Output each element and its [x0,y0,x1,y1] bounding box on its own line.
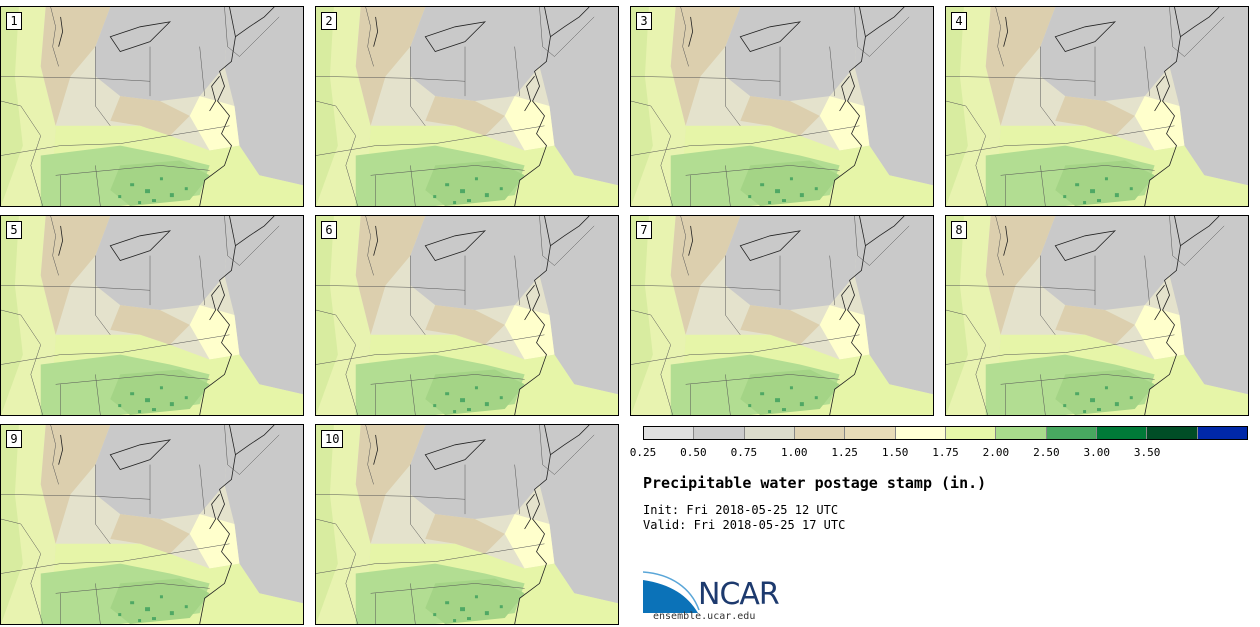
stamp-number-label: 8 [951,221,967,239]
map-image [1,7,303,206]
map-image [316,7,618,206]
colorbar-tick-label: 1.75 [932,446,959,459]
map-image [1,425,303,624]
map-image [631,216,933,415]
colorbar-tick-label: 2.00 [982,446,1010,459]
valid-time: Valid: Fri 2018-05-25 17 UTC [643,518,845,532]
stamp-number-label: 2 [321,12,337,30]
colorbar-tick-label: 3.00 [1083,446,1111,459]
init-time: Init: Fri 2018-05-25 12 UTC [643,503,838,517]
colorbar-tick-label: 1.25 [831,446,858,459]
colorbar-tick-label: 1.50 [881,446,909,459]
colorbar-tick-label: 1.00 [781,446,808,459]
ncar-logo-text: NCAR [698,577,780,612]
map-image [946,216,1248,415]
colorbar-segment-5 [845,427,896,439]
postage-stamp-map-4: 4 [945,6,1249,207]
stamp-number-label: 5 [6,221,22,239]
ncar-logo-icon [643,568,700,613]
postage-stamp-map-6: 6 [315,215,619,416]
stamp-number-label: 10 [321,430,344,448]
map-image [316,216,618,415]
map-image [316,425,618,624]
colorbar-segment-7 [945,427,997,439]
stamp-number-label: 6 [321,221,337,239]
map-image [631,7,933,206]
stamp-number-label: 3 [636,12,652,30]
postage-stamp-map-1: 1 [0,6,304,207]
colorbar [643,426,1248,440]
postage-stamp-map-3: 3 [630,6,934,207]
colorbar-segment-11 [1147,427,1198,439]
init-time-value: Fri 2018-05-25 12 UTC [686,503,839,517]
colorbar-tick-label: 0.75 [730,446,758,459]
postage-stamp-map-9: 9 [0,424,304,625]
colorbar-segment-8 [996,427,1047,439]
valid-time-value: Fri 2018-05-25 17 UTC [693,518,846,532]
colorbar-segment-2 [694,427,745,439]
colorbar-segment-10 [1096,427,1148,439]
stamp-number-label: 4 [951,12,967,30]
colorbar-tick-label: 0.25 [629,446,657,459]
site-url: ensemble.ucar.edu [653,611,756,622]
postage-stamp-map-7: 7 [630,215,934,416]
colorbar-segment-6 [895,427,946,439]
init-label: Init: [643,503,680,517]
postage-stamp-map-8: 8 [945,215,1249,416]
stamp-number-label: 7 [636,221,652,239]
stamp-number-label: 1 [6,12,22,30]
postage-stamp-map-5: 5 [0,215,304,416]
colorbar-tick-label: 2.50 [1033,446,1060,459]
colorbar-segment-12 [1197,427,1247,439]
chart-title: Precipitable water postage stamp (in.) [643,474,987,492]
colorbar-segment-3 [744,427,795,439]
colorbar-segment-9 [1046,427,1097,439]
colorbar-segment-4 [794,427,846,439]
map-image [1,216,303,415]
valid-label: Valid: [643,518,687,532]
postage-stamp-map-10: 10 [315,424,619,625]
stamp-number-label: 9 [6,430,22,448]
colorbar-tick-label: 0.50 [680,446,707,459]
colorbar-segment-1 [644,427,695,439]
colorbar-tick-labels: 0.25 0.50 0.75 1.00 1.25 1.50 1.75 2.00 2.50 3.00… [630,446,1248,460]
map-image [946,7,1248,206]
postage-stamp-map-2: 2 [315,6,619,207]
colorbar-tick-label: 3.50 [1133,446,1161,459]
